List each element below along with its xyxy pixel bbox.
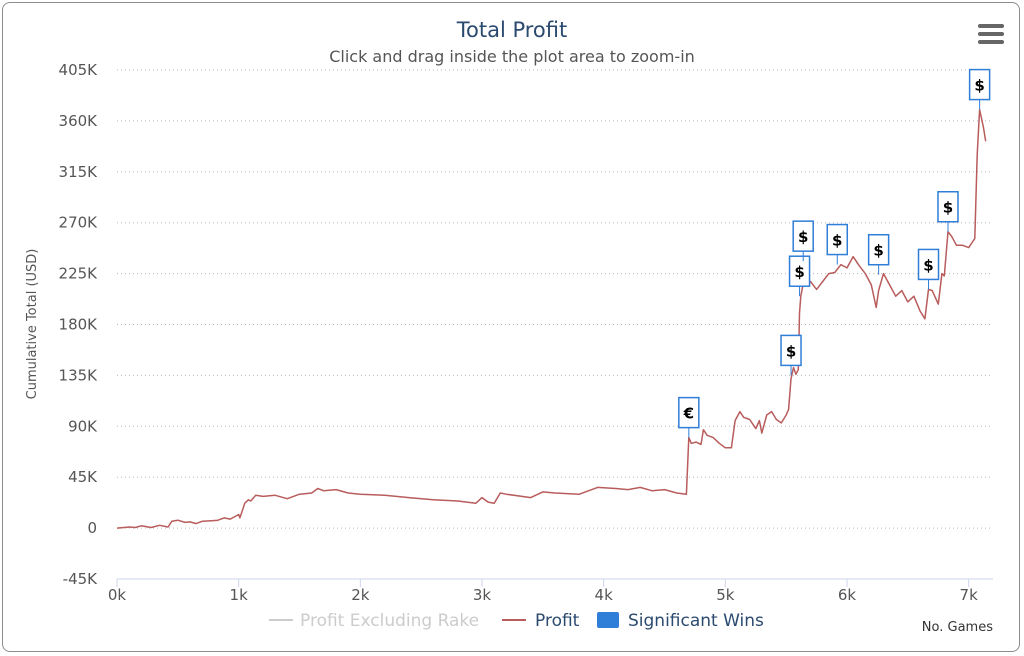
y-axis-ticks: -45K 0 45K 90K 135K 180K 225K 270K 315K 360K 405K (59, 61, 99, 588)
flag-box (826, 223, 849, 256)
legend-label: Profit (535, 611, 580, 631)
significant-win-flag[interactable]: $ (968, 68, 991, 110)
significant-win-flag[interactable]: $ (937, 190, 959, 232)
flag-label: $ (943, 199, 953, 217)
y-axis-label: Cumulative Total (USD) (25, 249, 40, 400)
y-tick-label: 45K (68, 468, 98, 486)
menu-bar-icon (978, 40, 1004, 44)
flag-label: $ (832, 232, 842, 250)
x-tick-label: 6k (838, 586, 857, 604)
plot-area[interactable] (116, 108, 987, 529)
menu-bar-icon (978, 24, 1004, 28)
x-axis-ticks: 0k 1k 2k 3k 4k 5k 6k 7k (108, 579, 978, 604)
x-tick-label: 5k (716, 586, 735, 604)
y-tick-label: 315K (59, 163, 99, 181)
legend-box-icon (597, 612, 619, 628)
flag-box (780, 334, 802, 367)
legend: Profit Excluding Rake Profit Significant W… (269, 611, 764, 631)
flag-label: $ (794, 263, 804, 281)
flag-box (678, 396, 700, 429)
significant-win-flag[interactable]: $ (792, 220, 814, 262)
flag-box (968, 68, 991, 101)
y-tick-label: 225K (59, 265, 99, 283)
flag-label: $ (798, 228, 808, 246)
legend-label: Profit Excluding Rake (300, 611, 479, 631)
y-tick-label: 360K (59, 112, 99, 130)
flag-box (917, 248, 940, 281)
menu-bar-icon (978, 32, 1004, 36)
legend-item-profit-excluding-rake[interactable]: Profit Excluding Rake (269, 611, 479, 631)
significant-win-flag[interactable]: $ (867, 233, 890, 275)
legend-label: Significant Wins (628, 611, 764, 631)
significant-win-flag[interactable]: € (678, 396, 700, 438)
y-tick-label: 405K (59, 61, 99, 79)
x-axis-label: No. Games (922, 620, 993, 635)
significant-win-flag[interactable]: $ (780, 334, 802, 376)
y-tick-label: 135K (59, 366, 99, 384)
flag-box (867, 233, 890, 266)
y-tick-label: 0 (87, 519, 97, 537)
legend-item-profit[interactable]: Profit (502, 611, 580, 631)
x-tick-label: 2k (351, 586, 370, 604)
y-tick-label: 180K (59, 316, 99, 334)
chart-subtitle: Click and drag inside the plot area to z… (329, 47, 695, 66)
context-menu-button[interactable] (972, 18, 1010, 50)
legend-item-significant-wins[interactable]: Significant Wins (597, 611, 764, 631)
x-tick-label: 1k (230, 586, 249, 604)
flag-box (792, 220, 814, 252)
flag-box (937, 190, 959, 223)
series-line-profit[interactable] (116, 108, 987, 529)
x-tick-label: 0k (108, 586, 127, 604)
x-tick-label: 4k (595, 586, 614, 604)
x-tick-label: 7k (960, 586, 979, 604)
grid-lines (117, 69, 993, 529)
flag-label: $ (786, 342, 796, 360)
flag-box (788, 255, 811, 287)
x-tick-label: 3k (473, 586, 492, 604)
flag-label: $ (923, 256, 933, 274)
significant-win-flag[interactable]: $ (826, 223, 849, 265)
y-tick-label: -45K (63, 570, 98, 588)
flag-label: $ (974, 77, 984, 95)
y-tick-label: 270K (59, 214, 99, 232)
flag-label: € (683, 405, 694, 423)
y-tick-label: 90K (68, 417, 98, 435)
flag-label: $ (873, 242, 883, 260)
significant-win-flag[interactable]: $ (917, 248, 940, 290)
chart-title: Total Profit (456, 18, 568, 42)
significant-wins-flags: € $ $ $ $ $ $ $ $ (678, 68, 991, 438)
significant-win-flag[interactable]: $ (788, 255, 811, 297)
